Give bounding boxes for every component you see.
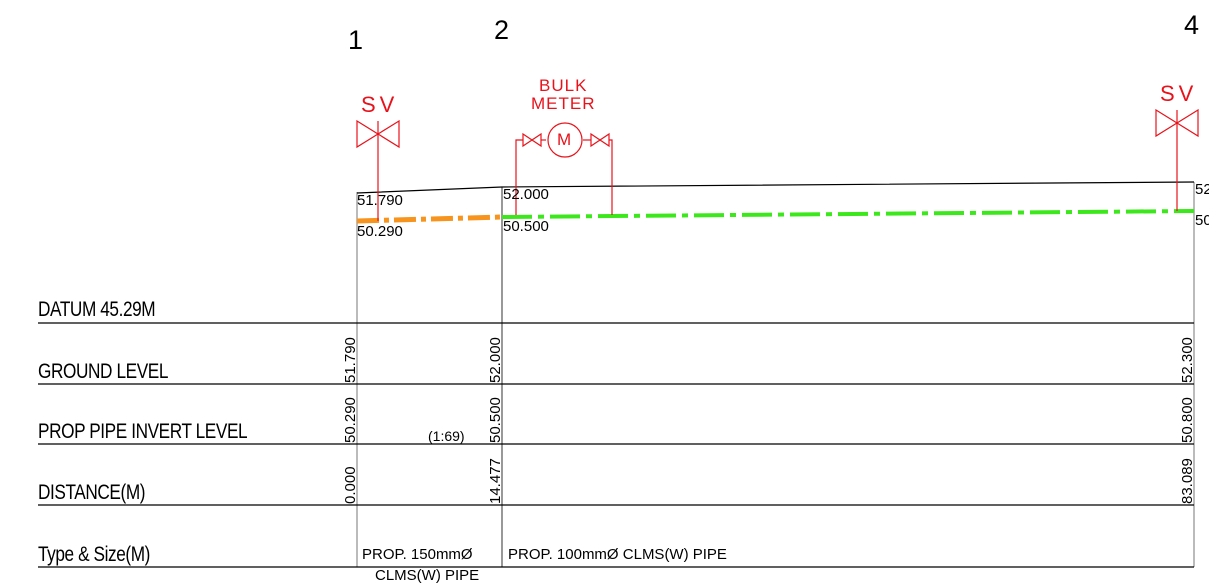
ground-level-cell: 52.000 <box>487 337 504 383</box>
ground-level-label: GROUND LEVEL <box>38 360 169 383</box>
invert-level-value: 50 <box>1195 212 1209 229</box>
station-number: 2 <box>494 15 510 45</box>
distance-cell: 83.089 <box>1179 458 1196 504</box>
sluice-valve-label: SV <box>1160 81 1198 106</box>
ground-level-cell: 52.300 <box>1179 337 1196 383</box>
invert-level-cell: 50.500 <box>487 397 504 443</box>
sluice-valve-icon <box>1155 108 1199 211</box>
bulk-meter-icon <box>515 122 613 215</box>
gradient-label: (1:69) <box>428 428 465 444</box>
pipe-type-label: CLMS(W) PIPE <box>375 567 480 584</box>
sluice-valve-label: SV <box>361 92 399 117</box>
type-size-label: Type & Size(M) <box>38 543 150 566</box>
bulk-meter-label: METER <box>531 94 596 113</box>
meter-letter: M <box>557 130 572 149</box>
station-number: 1 <box>348 25 364 55</box>
pipe-type-label: PROP. 100mmØ CLMS(W) PIPE <box>508 546 727 563</box>
ground-level-line <box>356 181 1195 194</box>
invert-level-cell: 50.290 <box>342 397 359 443</box>
distance-label: DISTANCE(M) <box>38 481 146 504</box>
station-number: 4 <box>1184 10 1200 40</box>
pipe-100-invert <box>501 209 1195 219</box>
distance-cell: 0.000 <box>342 466 359 504</box>
pipe-150-invert <box>356 214 503 224</box>
invert-level-label: PROP PIPE INVERT LEVEL <box>38 420 248 443</box>
ground-level-value: 52.000 <box>503 186 549 203</box>
datum-label: DATUM 45.29M <box>38 298 156 321</box>
ground-level-cell: 51.790 <box>342 337 359 383</box>
invert-level-value: 50.290 <box>357 223 403 240</box>
bulk-meter-label: BULK <box>539 76 588 95</box>
pipe-type-label: PROP. 150mmØ <box>362 546 473 563</box>
sluice-valve-icon <box>356 119 400 221</box>
ground-level-value: 51.790 <box>357 192 403 209</box>
ground-level-value: 52 <box>1195 181 1209 198</box>
invert-level-cell: 50.800 <box>1179 397 1196 443</box>
distance-cell: 14.477 <box>487 458 504 504</box>
invert-level-value: 50.500 <box>503 218 549 235</box>
